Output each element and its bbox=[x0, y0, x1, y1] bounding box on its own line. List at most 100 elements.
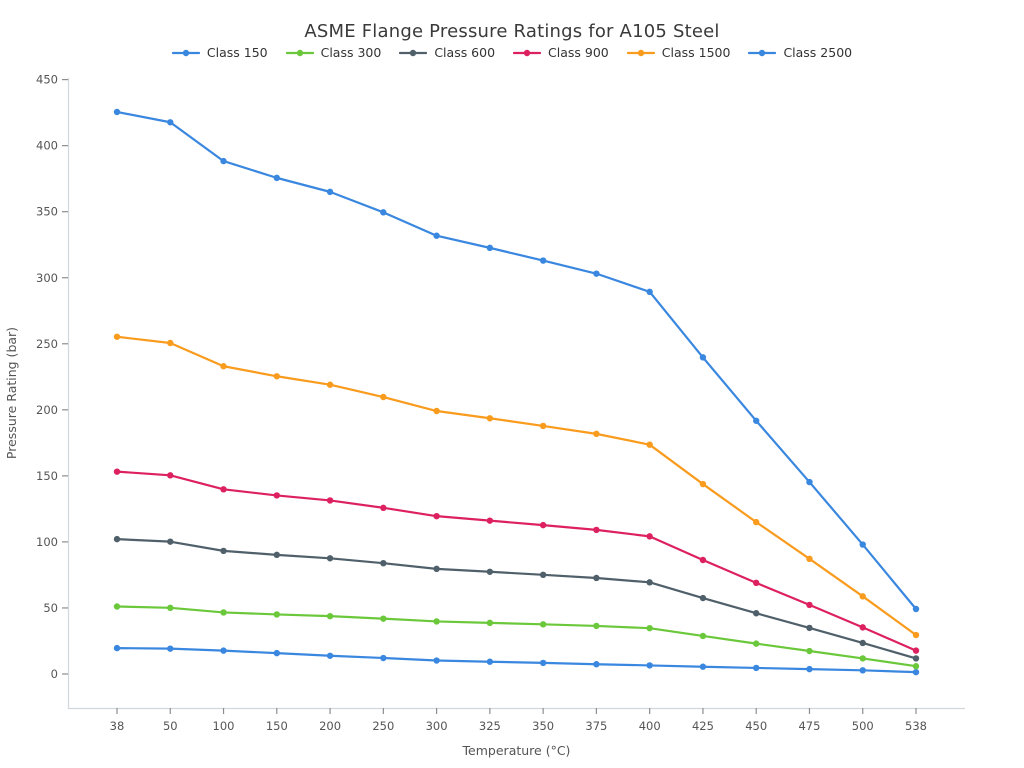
data-point-class-900 bbox=[433, 512, 440, 520]
data-point-class-150 bbox=[806, 665, 813, 673]
data-point-class-900 bbox=[539, 521, 547, 529]
series-line-class-150 bbox=[115, 647, 918, 674]
x-tick-label: 500 bbox=[852, 719, 874, 733]
x-tick-label: 200 bbox=[319, 719, 341, 733]
legend-marker-class-2500 bbox=[748, 49, 777, 56]
legend-item-class-600: Class 600 bbox=[399, 45, 495, 60]
y-tick-label: 450 bbox=[36, 73, 58, 87]
data-point-class-900 bbox=[326, 497, 334, 504]
data-point-class-150 bbox=[699, 663, 707, 670]
data-point-class-150 bbox=[273, 649, 280, 657]
data-point-class-1500 bbox=[646, 441, 653, 448]
data-point-class-2500 bbox=[539, 257, 547, 264]
legend-marker-class-1500 bbox=[626, 49, 655, 56]
data-point-class-300 bbox=[273, 611, 280, 618]
data-point-class-300 bbox=[220, 609, 227, 616]
data-point-class-2500 bbox=[380, 209, 387, 216]
data-point-class-2500 bbox=[753, 417, 760, 424]
data-point-class-900 bbox=[380, 504, 387, 512]
data-point-class-300 bbox=[539, 621, 547, 628]
data-point-class-2500 bbox=[859, 541, 866, 548]
series-class-600 bbox=[113, 535, 920, 662]
data-point-class-2500 bbox=[646, 288, 653, 296]
data-point-class-1500 bbox=[380, 393, 387, 401]
data-point-class-2500 bbox=[167, 119, 174, 126]
legend-item-class-1500: Class 1500 bbox=[626, 45, 730, 60]
data-point-class-600 bbox=[646, 579, 653, 586]
series-line-class-300 bbox=[115, 605, 918, 668]
data-point-class-2500 bbox=[273, 174, 280, 182]
data-point-class-150 bbox=[220, 647, 227, 654]
data-point-class-2500 bbox=[593, 270, 600, 277]
series-class-150 bbox=[113, 644, 920, 676]
data-point-class-150 bbox=[753, 664, 760, 672]
data-point-class-900 bbox=[273, 492, 280, 499]
data-point-class-2500 bbox=[486, 244, 494, 252]
x-tick-label: 400 bbox=[639, 719, 661, 733]
y-tick-label: 0 bbox=[51, 667, 58, 681]
data-point-class-300 bbox=[912, 663, 920, 670]
data-point-class-300 bbox=[753, 640, 760, 647]
y-tick-label: 150 bbox=[36, 469, 58, 483]
legend-label-class-150: Class 150 bbox=[206, 45, 268, 60]
legend-item-class-2500: Class 2500 bbox=[748, 45, 852, 60]
data-point-class-900 bbox=[699, 556, 707, 564]
data-point-class-900 bbox=[113, 468, 121, 475]
data-point-class-150 bbox=[539, 659, 547, 667]
data-point-class-600 bbox=[806, 624, 813, 632]
data-point-class-900 bbox=[753, 579, 760, 587]
data-point-class-600 bbox=[433, 565, 440, 573]
data-point-class-600 bbox=[220, 547, 227, 555]
legend-label-class-300: Class 300 bbox=[320, 45, 382, 60]
x-tick-label: 38 bbox=[110, 719, 125, 733]
data-point-class-900 bbox=[806, 601, 813, 609]
chart-legend: Class 150 Class 300 Class 600 Class 900 Clas… bbox=[0, 45, 1024, 60]
data-point-class-1500 bbox=[220, 363, 227, 370]
data-point-class-600 bbox=[912, 655, 920, 662]
data-point-class-300 bbox=[646, 624, 653, 632]
x-tick-label: 375 bbox=[585, 719, 607, 733]
data-point-class-150 bbox=[167, 645, 174, 652]
series-class-900 bbox=[113, 468, 920, 654]
series-class-1500 bbox=[113, 333, 920, 639]
data-point-class-1500 bbox=[433, 407, 440, 415]
series-line-class-2500 bbox=[115, 110, 918, 611]
data-point-class-300 bbox=[593, 622, 600, 630]
data-point-class-2500 bbox=[912, 605, 920, 613]
data-point-class-600 bbox=[699, 594, 707, 602]
legend-item-class-150: Class 150 bbox=[171, 45, 268, 60]
x-tick-label: 350 bbox=[532, 719, 554, 733]
data-point-class-300 bbox=[167, 604, 174, 612]
x-axis-title: Temperature (°C) bbox=[462, 743, 571, 758]
data-point-class-1500 bbox=[753, 518, 760, 526]
data-point-class-2500 bbox=[433, 232, 440, 239]
data-point-class-600 bbox=[167, 538, 174, 545]
data-point-class-150 bbox=[326, 652, 334, 659]
y-tick-label: 400 bbox=[36, 139, 58, 153]
chart-title: ASME Flange Pressure Ratings for A105 St… bbox=[304, 21, 720, 42]
legend-label-class-600: Class 600 bbox=[434, 45, 496, 60]
data-point-class-600 bbox=[593, 574, 600, 582]
data-point-class-2500 bbox=[326, 188, 334, 196]
data-point-class-300 bbox=[113, 603, 121, 610]
data-point-class-900 bbox=[220, 486, 227, 493]
data-point-class-150 bbox=[113, 644, 121, 652]
x-tick-label: 475 bbox=[798, 719, 820, 733]
series-line-class-600 bbox=[115, 538, 918, 660]
x-tick-label: 300 bbox=[426, 719, 448, 733]
data-point-class-900 bbox=[167, 472, 174, 479]
data-point-class-600 bbox=[273, 551, 280, 559]
y-tick-label: 100 bbox=[36, 535, 58, 549]
data-point-class-900 bbox=[646, 533, 653, 540]
x-tick-label: 325 bbox=[479, 719, 501, 733]
data-point-class-1500 bbox=[326, 381, 334, 388]
series-class-2500 bbox=[113, 108, 920, 613]
data-point-class-300 bbox=[486, 619, 494, 627]
x-tick-label: 100 bbox=[213, 719, 235, 733]
data-point-class-300 bbox=[859, 655, 866, 662]
data-point-class-300 bbox=[380, 615, 387, 622]
x-tick-label: 425 bbox=[692, 719, 714, 733]
x-tick-label: 250 bbox=[372, 719, 394, 733]
